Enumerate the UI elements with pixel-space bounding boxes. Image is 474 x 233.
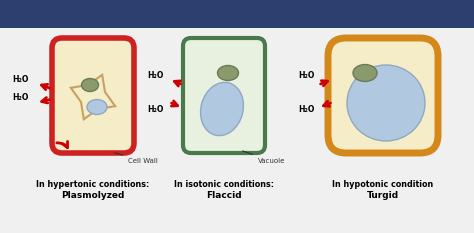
Polygon shape	[71, 75, 115, 119]
Ellipse shape	[82, 79, 99, 92]
Text: H₂O: H₂O	[12, 75, 28, 85]
Ellipse shape	[347, 65, 425, 141]
Text: H₂O: H₂O	[298, 72, 314, 80]
Text: Plasmolyzed: Plasmolyzed	[61, 191, 125, 200]
Text: H₂O: H₂O	[147, 106, 163, 114]
Text: In hypertonic conditions:: In hypertonic conditions:	[36, 180, 150, 189]
Text: H₂O: H₂O	[147, 72, 163, 80]
Text: H₂O: H₂O	[298, 106, 314, 114]
FancyBboxPatch shape	[0, 0, 474, 28]
Text: H₂O: H₂O	[12, 93, 28, 103]
Text: Flaccid: Flaccid	[206, 191, 242, 200]
Ellipse shape	[218, 65, 238, 80]
Text: In isotonic conditions:: In isotonic conditions:	[174, 180, 274, 189]
Ellipse shape	[201, 82, 244, 136]
Text: Effect of Osmosis on Plant Cell: Effect of Osmosis on Plant Cell	[106, 7, 368, 21]
FancyBboxPatch shape	[52, 38, 134, 153]
Text: In hypotonic condition: In hypotonic condition	[332, 180, 434, 189]
Text: Cell Wall: Cell Wall	[115, 153, 158, 164]
Text: Turgid: Turgid	[367, 191, 399, 200]
Ellipse shape	[353, 65, 377, 82]
FancyBboxPatch shape	[183, 38, 265, 153]
Ellipse shape	[87, 99, 107, 114]
FancyBboxPatch shape	[328, 38, 438, 153]
Text: Vacuole: Vacuole	[243, 151, 285, 164]
